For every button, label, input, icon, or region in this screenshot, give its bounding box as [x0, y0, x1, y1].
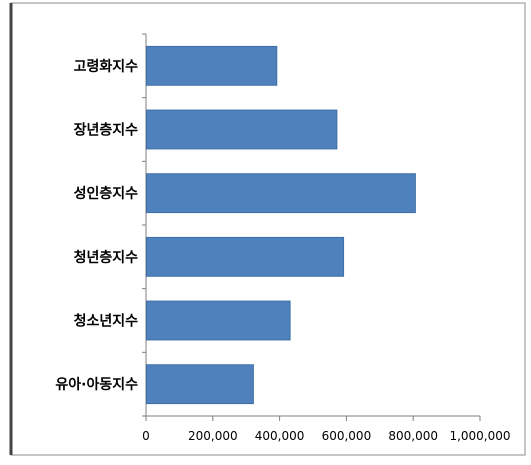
bar	[146, 300, 291, 341]
y-category-label: 장년층지수	[74, 122, 139, 139]
y-category-label: 유아·아동지수	[55, 376, 138, 393]
bar	[146, 109, 338, 150]
x-tick-label: 600,000	[322, 429, 372, 443]
y-category-ticks	[142, 33, 146, 417]
x-tick-label: 800,000	[388, 429, 438, 443]
y-category-label: 청년층지수	[74, 250, 139, 266]
y-category-label: 성인층지수	[74, 185, 139, 202]
x-axis-tick-labels: 0 200,000 400,000 600,000 800,000 1,000,000	[142, 429, 510, 443]
x-tick-label: 0	[142, 429, 150, 443]
x-tick-label: 1,000,000	[449, 429, 510, 443]
x-tick-label: 200,000	[188, 429, 238, 443]
bars	[146, 45, 416, 405]
x-axis-ticks	[145, 416, 481, 421]
bar	[146, 45, 278, 86]
x-tick-label: 400,000	[255, 429, 305, 443]
bar	[146, 364, 254, 405]
bar	[146, 236, 345, 277]
y-category-label: 청소년지수	[74, 314, 139, 330]
bar	[146, 173, 416, 214]
y-category-label: 고령화지수	[74, 59, 139, 75]
